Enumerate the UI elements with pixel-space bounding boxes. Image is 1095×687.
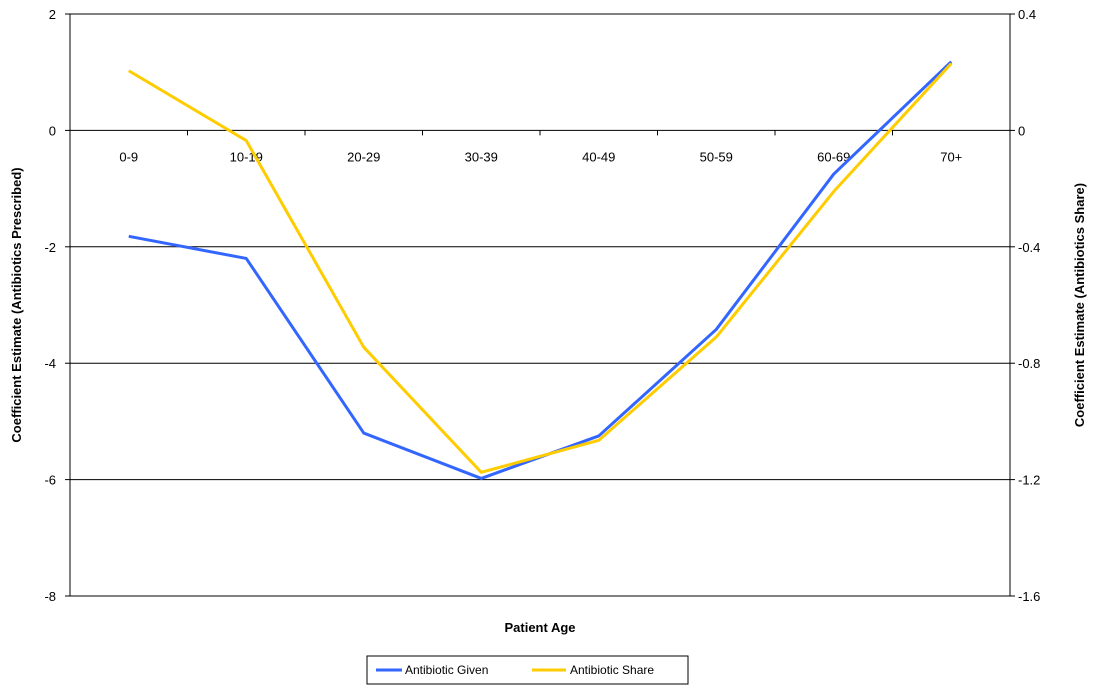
right-y-axis-title: Coefficient Estimate (Antibiotics Share)	[1072, 183, 1087, 427]
right-tick-label: -1.2	[1018, 473, 1040, 488]
x-axis: 0-9 10-19 20-29 30-39 40-49 50-59 60-69 70+	[69, 130, 1011, 164]
series-line-antibiotic-share	[127, 62, 953, 474]
right-y-axis: 0.4 0 -0.4 -0.8 -1.2 -1.6	[1010, 7, 1040, 604]
left-tick-label: -4	[44, 356, 56, 371]
legend-label-antibiotic-given: Antibiotic Given	[405, 663, 488, 677]
series-line-antibiotic-given	[128, 60, 953, 480]
x-tick-label: 40-49	[582, 149, 615, 164]
left-tick-label: -2	[44, 240, 56, 255]
x-tick-label: 0-9	[119, 149, 138, 164]
x-axis-title: Patient Age	[504, 620, 575, 635]
gridlines	[70, 13, 1010, 597]
x-tick-label: 60-69	[817, 149, 850, 164]
legend-box	[366, 655, 689, 685]
legend-label-antibiotic-share: Antibiotic Share	[570, 663, 654, 677]
plot-area-frame	[69, 13, 1011, 597]
left-y-axis-title: Coefficient Estimate (Antibiotics Prescr…	[9, 167, 24, 442]
legend: Antibiotic Given Antibiotic Share	[366, 655, 689, 685]
x-tick-label: 70+	[940, 149, 962, 164]
left-tick-label: -6	[44, 473, 56, 488]
right-tick-label: -0.4	[1018, 240, 1040, 255]
left-tick-label: -8	[44, 589, 56, 604]
left-tick-label: 0	[49, 123, 56, 138]
right-tick-label: 0	[1018, 123, 1025, 138]
left-tick-label: 2	[49, 7, 56, 22]
right-tick-label: 0.4	[1018, 7, 1036, 22]
right-tick-label: -0.8	[1018, 356, 1040, 371]
x-tick-label: 30-39	[465, 149, 498, 164]
x-tick-label: 50-59	[700, 149, 733, 164]
series-lines	[127, 60, 953, 480]
right-tick-label: -1.6	[1018, 589, 1040, 604]
x-tick-label: 20-29	[347, 149, 380, 164]
left-y-axis: 2 0 -2 -4 -6 -8	[44, 7, 70, 604]
